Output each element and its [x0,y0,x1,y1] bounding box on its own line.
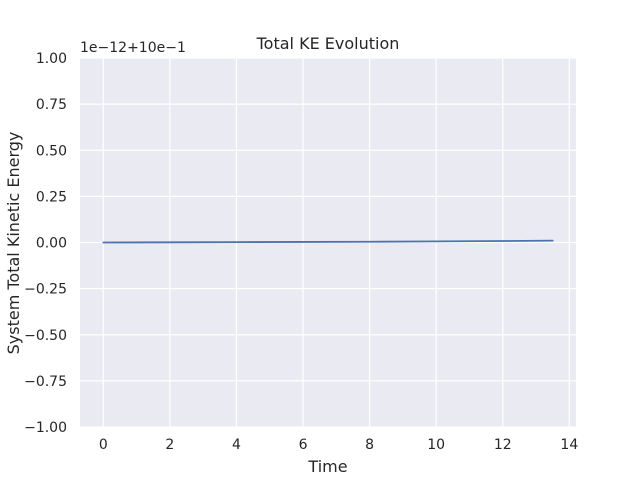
y-tick-label: 0.75 [36,97,67,113]
y-tick-label: −0.50 [24,328,67,344]
x-tick-label: 2 [165,437,174,453]
y-tick-label: 0.50 [36,143,67,159]
y-tick-label: −0.75 [24,374,67,390]
y-tick-label: 1.00 [36,51,67,67]
gridlines [80,57,576,428]
y-tick-label: −1.00 [24,420,67,436]
x-axis-label: Time [307,457,347,476]
y-tick-label: −0.25 [24,282,67,298]
series-layer [102,239,554,244]
x-tick-label: 0 [99,437,108,453]
x-tick-label: 6 [299,437,308,453]
x-tick-label: 10 [427,437,445,453]
chart-title: Total KE Evolution [256,34,400,53]
x-tick-label: 12 [494,437,512,453]
x-tick-label: 14 [560,437,578,453]
x-tick-label: 8 [365,437,374,453]
y-tick-label: 0.25 [36,189,67,205]
y-axis-offset-label: 1e−12+10e−1 [80,40,186,56]
series-line-0 [102,239,554,244]
x-tick-label: 4 [232,437,241,453]
x-tick-labels: 0 2 4 6 8 10 12 14 [99,437,578,453]
y-axis-label: System Total Kinetic Energy [4,132,23,355]
y-tick-label: 0.00 [36,236,67,252]
y-tick-labels: −1.00 −0.75 −0.50 −0.25 0.00 0.25 0.50 0.75 1.00 [24,51,67,436]
